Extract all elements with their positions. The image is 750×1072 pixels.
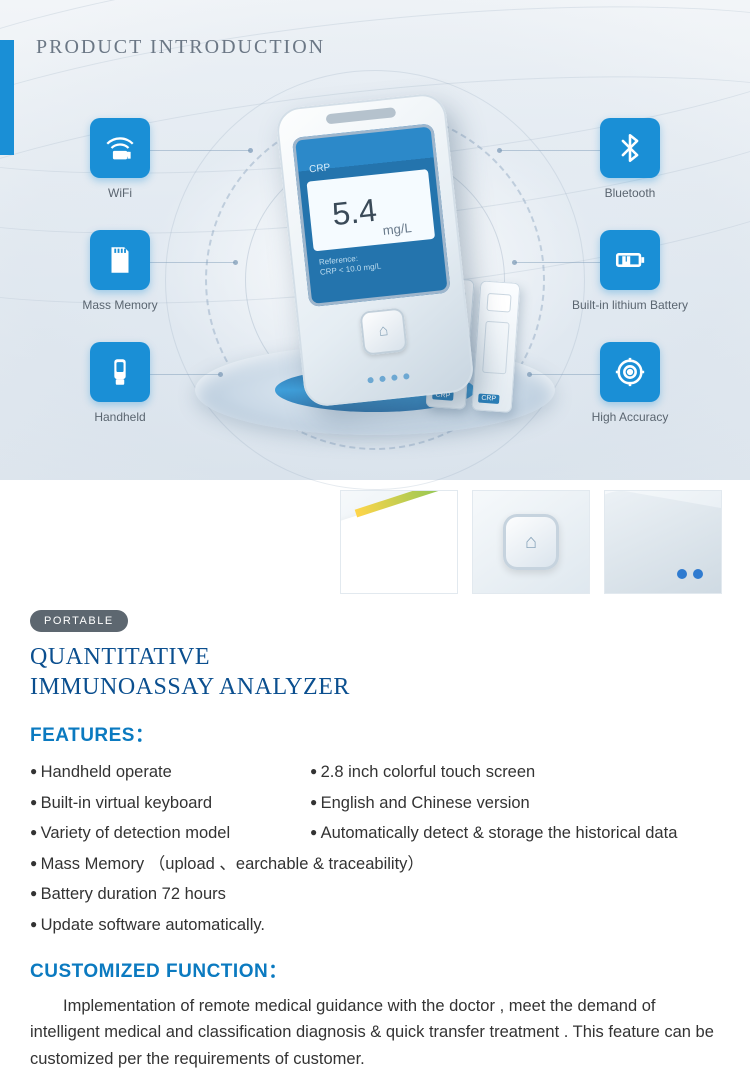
customized-heading: CUSTOMIZED FUNCTION： — [30, 956, 720, 983]
feature-item: Mass Memory （upload 、earchable & traceab… — [30, 849, 720, 880]
feature-label: Bluetooth — [605, 186, 656, 200]
screen-test-name: CRP — [309, 162, 331, 175]
handheld-icon — [90, 342, 150, 402]
feature-wifi: Wi Fi WiFi — [55, 118, 185, 200]
thumbnail-device-top — [604, 490, 722, 594]
accent-bar — [0, 40, 14, 155]
product-title: QUANTITATIVE IMMUNOASSAY ANALYZER — [30, 642, 720, 702]
content-section: PORTABLE QUANTITATIVE IMMUNOASSAY ANALYZ… — [30, 610, 720, 1072]
portable-badge: PORTABLE — [30, 610, 128, 632]
screen-reference: Reference: CRP < 10.0 mg/L — [319, 252, 382, 279]
hero-section: PRODUCT INTRODUCTION Wi Fi WiFi — [0, 0, 750, 480]
feature-item: Built-in virtual keyboard — [30, 788, 310, 819]
accuracy-icon — [600, 342, 660, 402]
device-illustration: CRP 5.4 mg/L Reference: CRP < 10.0 mg/L … — [275, 92, 475, 408]
reading-value: 5.4 — [330, 191, 378, 232]
device-screen: CRP 5.4 mg/L Reference: CRP < 10.0 mg/L — [292, 123, 451, 307]
feature-item: Update software automatically. — [30, 910, 720, 941]
thumbnail-home-button: ⌂ — [472, 490, 590, 594]
feature-item: Handheld operate — [30, 757, 310, 788]
feature-memory: Mass Memory — [55, 230, 185, 312]
device-indicator-dots — [367, 373, 409, 383]
feature-label: Mass Memory — [82, 298, 157, 312]
section-title: PRODUCT INTRODUCTION — [36, 36, 325, 59]
home-button-icon: ⌂ — [359, 307, 407, 355]
features-list: Handheld operate 2.8 inch colorful touch… — [30, 757, 720, 940]
svg-text:Wi Fi: Wi Fi — [116, 153, 130, 159]
feature-label: High Accuracy — [592, 410, 669, 424]
feature-item: English and Chinese version — [310, 788, 720, 819]
feature-item: Battery duration 72 hours — [30, 879, 720, 910]
feature-label: Built-in lithium Battery — [572, 298, 688, 312]
features-heading: FEATURES： — [30, 720, 720, 747]
wifi-icon: Wi Fi — [90, 118, 150, 178]
reading-unit: mg/L — [382, 220, 413, 244]
feature-battery: Li Built-in lithium Battery — [565, 230, 695, 312]
feature-item: 2.8 inch colorful touch screen — [310, 757, 720, 788]
thumbnail-slot — [340, 490, 458, 594]
battery-icon: Li — [600, 230, 660, 290]
feature-item: Variety of detection model — [30, 818, 310, 849]
screen-reading-panel: 5.4 mg/L — [306, 169, 435, 251]
feature-item: Automatically detect & storage the histo… — [310, 818, 720, 849]
feature-label: WiFi — [108, 186, 132, 200]
svg-text:Li: Li — [623, 256, 630, 266]
feature-bluetooth: Bluetooth — [565, 118, 695, 200]
feature-label: Handheld — [94, 410, 145, 424]
bluetooth-icon — [600, 118, 660, 178]
memory-icon — [90, 230, 150, 290]
feature-accuracy: High Accuracy — [565, 342, 695, 424]
feature-handheld: Handheld — [55, 342, 185, 424]
thumbnail-row: ⌂ — [340, 490, 722, 594]
device-top-button — [326, 107, 397, 124]
